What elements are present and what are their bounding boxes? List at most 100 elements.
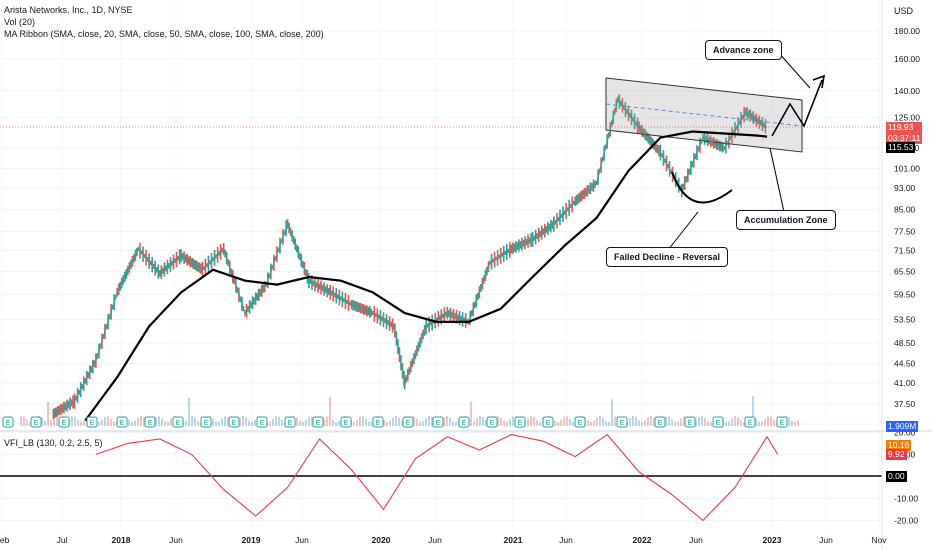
volume-bar xyxy=(512,416,514,426)
volume-bar xyxy=(113,421,115,426)
price-tick-label: 65.50 xyxy=(894,266,916,276)
volume-bar xyxy=(398,417,400,426)
earnings-marker-letter: E xyxy=(343,418,348,427)
volume-bar xyxy=(569,419,571,426)
volume-bar xyxy=(308,416,310,426)
volume-bar xyxy=(323,418,325,426)
time-tick-label: Jul xyxy=(57,535,68,545)
projection-arrowhead xyxy=(812,74,826,89)
time-tick-label: Jun xyxy=(428,535,442,545)
earnings-marker xyxy=(228,416,240,428)
volume-bar xyxy=(80,421,82,426)
volume-bar xyxy=(737,417,739,426)
accumulation-zone-label[interactable]: Accumulation Zone xyxy=(736,210,836,230)
volume-bar xyxy=(188,397,190,426)
volume-bar xyxy=(734,416,736,426)
earnings-marker xyxy=(2,416,14,428)
time-tick-label: Jun xyxy=(295,535,309,545)
volume-bar xyxy=(83,420,85,426)
price-line xyxy=(52,98,768,415)
volume-legend[interactable]: Vol (20) xyxy=(4,17,36,27)
earnings-marker xyxy=(684,416,696,428)
price-axis: 180.00160.00140.00125.00110.00101.0093.0… xyxy=(894,26,920,429)
price-tick-label: 41.00 xyxy=(894,378,916,388)
volume-bar xyxy=(506,421,508,426)
failed-decline-label[interactable]: Failed Decline - Reversal xyxy=(606,247,729,267)
volume-bar xyxy=(497,416,499,426)
last-price: 119.93 xyxy=(888,122,914,132)
volume-bar xyxy=(761,421,763,426)
volume-bar xyxy=(251,421,253,426)
volume-bar xyxy=(671,419,673,426)
volume-bar xyxy=(413,416,415,426)
earnings-marker-letter: E xyxy=(517,418,522,427)
earnings-marker xyxy=(776,416,788,428)
price-tick-label: 93.00 xyxy=(894,183,916,193)
price-tick-label: 53.50 xyxy=(894,315,916,325)
volume-bar xyxy=(653,418,655,426)
volume-bar xyxy=(644,420,646,426)
volume-bar xyxy=(428,416,430,426)
vfi-tick-label: 20.00 xyxy=(894,427,916,437)
volume-bar xyxy=(335,421,337,426)
volume-bar xyxy=(128,419,130,426)
earnings-marker-letter: E xyxy=(203,418,208,427)
volume-bar xyxy=(665,416,667,426)
price-tick-label: 59.50 xyxy=(894,289,916,299)
reversal-arc xyxy=(671,171,733,204)
volume-bar xyxy=(563,416,565,426)
earnings-marker xyxy=(172,416,184,428)
volume-bar xyxy=(614,416,616,426)
volume-bar xyxy=(605,421,607,426)
price-tick-label: 44.50 xyxy=(894,358,916,368)
volume-bar xyxy=(572,421,574,426)
volume-bar xyxy=(596,417,598,426)
volume-bar xyxy=(791,420,793,426)
volume-bar xyxy=(683,416,685,426)
volume-bar xyxy=(311,416,313,426)
volume-bar xyxy=(131,421,133,426)
ma-ribbon-legend[interactable]: MA Ribbon (SMA, close, 20, SMA, close, 5… xyxy=(4,29,324,39)
earnings-marker xyxy=(486,416,498,428)
channel-midline xyxy=(605,103,803,127)
earnings-marker xyxy=(574,416,586,428)
earnings-marker-letter: E xyxy=(657,418,662,427)
volume-bar xyxy=(740,420,742,426)
earnings-marker-letter: E xyxy=(259,418,264,427)
volume-bar xyxy=(353,421,355,426)
vfi-zero-badge: 0.00 xyxy=(886,471,907,482)
vfi-legend[interactable]: VFI_LB (130, 0.2, 2.5, 5) xyxy=(4,438,103,448)
price-tick-label: 48.50 xyxy=(894,338,916,348)
volume-bar xyxy=(101,419,103,426)
volume-bar xyxy=(695,420,697,426)
time-tick-label: 2018 xyxy=(112,535,131,545)
volume-bar xyxy=(329,396,331,426)
volume-bar xyxy=(155,416,157,426)
volume-bar xyxy=(725,421,727,426)
advance-zone-label[interactable]: Advance zone xyxy=(705,40,782,60)
volume-bar xyxy=(680,418,682,426)
earnings-marker xyxy=(458,416,470,428)
volume-bar xyxy=(74,416,76,426)
earnings-marker-letter: E xyxy=(577,418,582,427)
volume-bar xyxy=(419,421,421,426)
earnings-marker xyxy=(340,416,352,428)
vfi-line xyxy=(95,433,779,522)
earnings-marker-letter: E xyxy=(747,418,752,427)
volume-bar xyxy=(797,420,799,426)
volume-bar xyxy=(764,419,766,426)
earnings-marker-letter: E xyxy=(375,418,380,427)
candle xyxy=(52,408,55,419)
volume-bar xyxy=(485,420,487,426)
time-axis: Feb Jul 2018 Jun 2019 Jun 2020 Jun 2021 Jun 2022 Ju… xyxy=(0,535,887,545)
earnings-marker xyxy=(116,416,128,428)
earnings-marker xyxy=(256,416,268,428)
time-tick-label: Jun xyxy=(819,535,833,545)
volume-bar xyxy=(302,421,304,426)
ma-200-line xyxy=(84,130,768,422)
volume-bar xyxy=(677,421,679,426)
earnings-marker xyxy=(616,416,628,428)
accumulation-pointer xyxy=(769,147,785,213)
volume-bar xyxy=(650,416,652,426)
earnings-marker-letter: E xyxy=(5,418,10,427)
